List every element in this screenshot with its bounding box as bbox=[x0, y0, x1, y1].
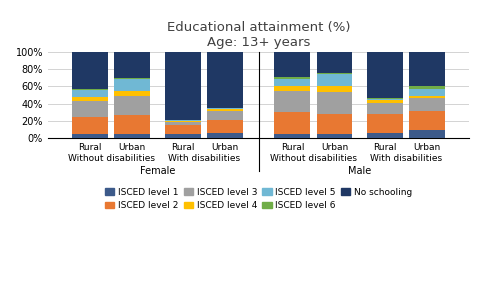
Bar bbox=[114, 52, 150, 78]
Bar bbox=[317, 92, 353, 114]
Text: Without disabilities: Without disabilities bbox=[68, 154, 155, 163]
Bar bbox=[367, 103, 403, 114]
Bar bbox=[114, 91, 150, 96]
Legend: ISCED level 1, ISCED level 2, ISCED level 3, ISCED level 4, ISCED level 5, ISCED: ISCED level 1, ISCED level 2, ISCED leve… bbox=[105, 188, 412, 210]
Bar bbox=[367, 114, 403, 133]
Bar bbox=[72, 101, 108, 117]
Bar bbox=[410, 89, 445, 96]
Text: Without disabilities: Without disabilities bbox=[270, 154, 357, 163]
Bar bbox=[317, 73, 353, 74]
Bar bbox=[72, 97, 108, 101]
Bar bbox=[274, 91, 310, 112]
Bar bbox=[207, 52, 243, 108]
Bar bbox=[274, 52, 310, 77]
Bar bbox=[367, 99, 403, 100]
Bar bbox=[317, 74, 353, 86]
Bar bbox=[317, 52, 353, 73]
Bar bbox=[410, 130, 445, 138]
Text: Female: Female bbox=[140, 166, 175, 176]
Bar bbox=[207, 120, 243, 133]
Bar bbox=[72, 90, 108, 97]
Bar bbox=[410, 98, 445, 111]
Bar bbox=[274, 86, 310, 91]
Bar bbox=[165, 121, 201, 122]
Bar bbox=[410, 86, 445, 89]
Bar bbox=[410, 52, 445, 86]
Bar bbox=[317, 86, 353, 92]
Bar bbox=[317, 134, 353, 138]
Bar bbox=[274, 112, 310, 134]
Bar bbox=[72, 117, 108, 134]
Bar bbox=[274, 79, 310, 86]
Bar bbox=[317, 114, 353, 134]
Text: With disabilities: With disabilities bbox=[168, 154, 240, 163]
Bar bbox=[114, 78, 150, 79]
Title: Educational attainment (%)
Age: 13+ years: Educational attainment (%) Age: 13+ year… bbox=[167, 21, 351, 49]
Bar bbox=[207, 108, 243, 109]
Bar bbox=[165, 120, 201, 121]
Bar bbox=[367, 133, 403, 138]
Text: Male: Male bbox=[348, 166, 371, 176]
Bar bbox=[410, 111, 445, 130]
Bar bbox=[114, 115, 150, 134]
Bar bbox=[165, 122, 201, 125]
Bar bbox=[207, 111, 243, 120]
Bar bbox=[114, 79, 150, 91]
Text: With disabilities: With disabilities bbox=[370, 154, 442, 163]
Bar bbox=[207, 109, 243, 111]
Bar bbox=[72, 89, 108, 90]
Bar bbox=[72, 52, 108, 89]
Bar bbox=[410, 96, 445, 98]
Bar bbox=[72, 134, 108, 138]
Bar bbox=[274, 77, 310, 79]
Bar bbox=[165, 52, 201, 120]
Bar bbox=[207, 133, 243, 138]
Bar bbox=[114, 134, 150, 138]
Bar bbox=[367, 100, 403, 103]
Bar bbox=[367, 52, 403, 98]
Bar bbox=[114, 96, 150, 115]
Bar bbox=[165, 134, 201, 138]
Bar bbox=[367, 98, 403, 99]
Bar bbox=[165, 125, 201, 134]
Bar bbox=[274, 134, 310, 138]
